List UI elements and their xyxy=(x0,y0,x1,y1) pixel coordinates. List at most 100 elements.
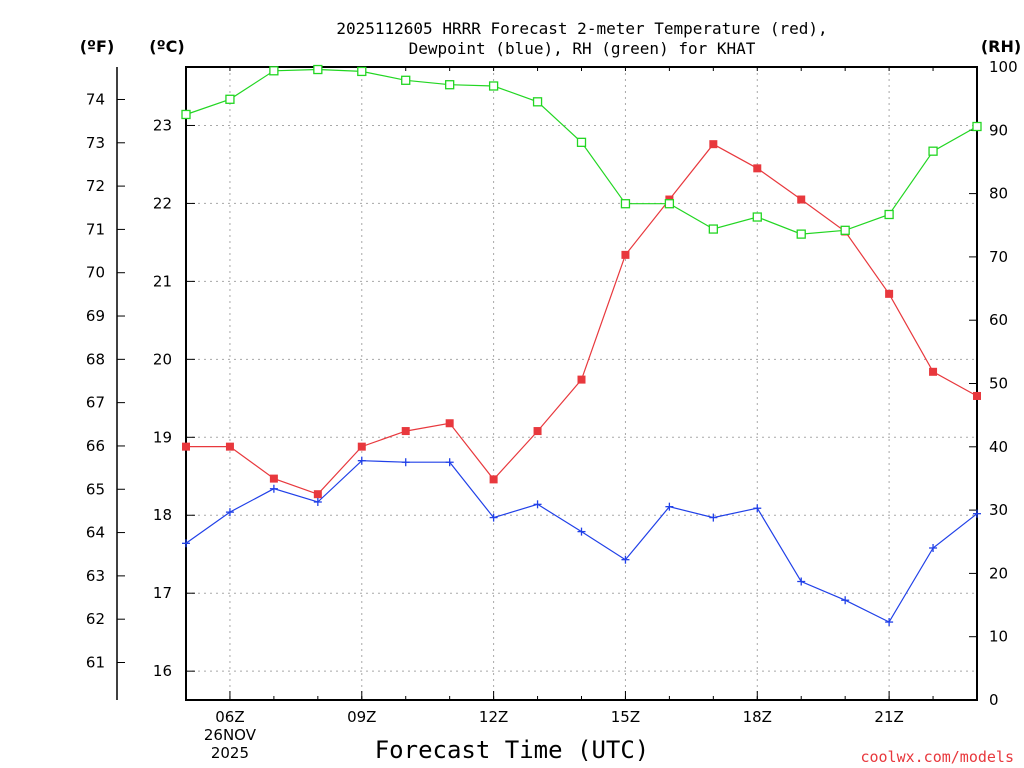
x-tick-label: 09Z xyxy=(347,708,376,726)
fahrenheit-tick-label: 66 xyxy=(86,437,105,455)
temperature-point xyxy=(489,475,498,484)
dewpoint-point xyxy=(182,539,190,548)
temperature-point xyxy=(357,442,366,451)
fahrenheit-tick-label: 62 xyxy=(86,610,105,628)
temperature-point xyxy=(929,367,938,376)
rh-tick-label: 100 xyxy=(989,58,1018,76)
rh-point xyxy=(620,199,631,209)
x-tick-label: 18Z xyxy=(743,708,772,726)
temperature-point xyxy=(269,474,278,483)
fahrenheit-tick-label: 65 xyxy=(86,480,105,498)
series-line-dewpoint xyxy=(185,460,978,623)
dewpoint-point xyxy=(621,555,630,564)
dewpoint-point xyxy=(709,513,718,522)
temperature-point xyxy=(533,427,542,436)
credit-link[interactable]: coolwx.com/models xyxy=(860,748,1014,766)
rh-tick-label: 0 xyxy=(989,691,999,709)
x-tick-label: 26NOV xyxy=(204,726,257,744)
temperature-point xyxy=(313,490,322,499)
rh-tick-label: 20 xyxy=(989,564,1008,582)
rh-tick-label: 70 xyxy=(989,248,1008,266)
temperature-point xyxy=(885,289,894,298)
fahrenheit-tick-label: 63 xyxy=(86,567,105,585)
celsius-tick-label: 19 xyxy=(153,428,172,446)
dewpoint-point xyxy=(929,543,938,552)
rh-tick-label: 80 xyxy=(989,185,1008,203)
rh-point xyxy=(488,81,499,91)
temperature-point xyxy=(401,427,410,436)
series-layer xyxy=(181,64,982,627)
rh-point xyxy=(840,225,850,235)
fahrenheit-tick-label: 68 xyxy=(86,350,105,368)
temperature-point xyxy=(973,391,981,400)
dewpoint-point xyxy=(753,504,762,513)
celsius-tick-label: 18 xyxy=(153,506,172,524)
rh-point xyxy=(708,224,718,234)
rh-point xyxy=(928,146,938,156)
temperature-point xyxy=(445,419,454,428)
fahrenheit-tick-label: 69 xyxy=(86,307,105,325)
rh-point xyxy=(972,121,982,132)
fahrenheit-tick-label: 67 xyxy=(86,394,105,412)
dewpoint-point xyxy=(489,513,498,522)
fahrenheit-tick-label: 74 xyxy=(86,90,105,108)
x-axis-label: Forecast Time (UTC) xyxy=(375,736,650,764)
dewpoint-point xyxy=(357,456,366,465)
celsius-tick-label: 20 xyxy=(153,350,172,368)
dewpoint-point xyxy=(225,508,234,517)
x-tick-label: 2025 xyxy=(211,744,249,762)
rh-point xyxy=(884,209,894,220)
dewpoint-point xyxy=(797,577,806,586)
fahrenheit-unit-label: (ºF) xyxy=(80,37,115,56)
temperature-point xyxy=(182,442,190,451)
x-tick-label: 12Z xyxy=(479,708,508,726)
rh-point xyxy=(664,199,675,209)
dewpoint-point xyxy=(577,527,586,536)
dewpoint-point xyxy=(269,484,278,493)
dewpoint-point xyxy=(665,502,674,511)
rh-tick-label: 10 xyxy=(989,628,1008,646)
x-tick-label: 15Z xyxy=(611,708,640,726)
series-line-2-meter-temperature xyxy=(186,143,978,495)
celsius-unit-label: (ºC) xyxy=(149,37,184,56)
dewpoint-point xyxy=(313,497,322,506)
rh-point xyxy=(269,66,279,76)
rh-point xyxy=(532,97,543,107)
rh-point xyxy=(752,212,762,222)
rh-tick-label: 60 xyxy=(989,311,1008,329)
rh-point xyxy=(357,66,367,77)
dewpoint-point xyxy=(445,458,454,467)
dewpoint-point xyxy=(973,509,981,518)
fahrenheit-tick-label: 70 xyxy=(86,264,105,282)
fahrenheit-tick-label: 73 xyxy=(86,134,105,152)
x-tick-label: 06Z xyxy=(215,708,244,726)
plot-frame xyxy=(185,66,978,701)
rh-point xyxy=(313,64,323,75)
rh-point xyxy=(225,94,235,104)
temperature-point xyxy=(225,442,234,451)
temperature-point xyxy=(621,250,630,259)
title-line-2: Dewpoint (blue), RH (green) for KHAT xyxy=(409,39,756,58)
dewpoint-point xyxy=(841,596,850,605)
rh-unit-label: (RH) xyxy=(981,37,1021,56)
temperature-point xyxy=(797,195,806,204)
celsius-tick-label: 17 xyxy=(153,584,172,602)
rh-tick-label: 40 xyxy=(989,438,1008,456)
series-line-rh xyxy=(185,68,978,235)
rh-point xyxy=(181,109,191,120)
fahrenheit-tick-label: 61 xyxy=(86,653,105,671)
chart-title: 2025112605 HRRR Forecast 2-meter Tempera… xyxy=(336,19,827,58)
dewpoint-point xyxy=(885,618,894,627)
rh-point xyxy=(796,229,806,239)
rh-point xyxy=(401,75,411,85)
rh-tick-label: 50 xyxy=(989,375,1008,393)
fahrenheit-tick-label: 64 xyxy=(86,524,105,542)
rh-point xyxy=(576,137,587,147)
temperature-point xyxy=(709,140,718,149)
x-tick-label: 21Z xyxy=(874,708,903,726)
celsius-tick-label: 21 xyxy=(153,272,172,290)
rh-point xyxy=(445,80,455,90)
celsius-tick-label: 22 xyxy=(153,194,172,212)
